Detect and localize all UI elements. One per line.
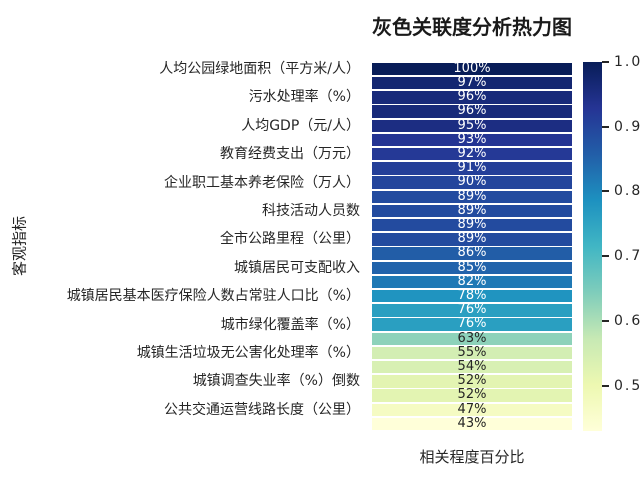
heatmap-cell	[372, 261, 572, 274]
y-tick-label: 企业职工基本养老保险（万人）	[164, 174, 360, 191]
heatmap-cell	[372, 176, 572, 189]
cell-annotation: 96%	[457, 89, 487, 105]
heatmap-cell	[372, 403, 572, 416]
cell-annotation: 52%	[457, 387, 487, 403]
cell-annotation: 89%	[457, 231, 487, 247]
heatmap-cell	[372, 318, 572, 331]
heatmap-cell	[372, 133, 572, 147]
colorbar-tick-mark	[602, 384, 609, 387]
heatmap-cell	[372, 219, 572, 232]
heatmap-cell	[372, 346, 572, 360]
heatmap-cell	[372, 304, 572, 317]
cell-annotation: 89%	[457, 202, 487, 218]
y-tick-label: 公共交通运营线路长度（公里）	[164, 401, 360, 418]
heatmap-cell	[372, 105, 572, 118]
heatmap-cell	[372, 204, 572, 218]
heatmap-cell	[372, 389, 572, 402]
colorbar-tick-label: 0.7	[614, 248, 640, 265]
heatmap-cell	[372, 360, 572, 374]
cell-annotation: 78%	[457, 287, 487, 303]
heatmap-cell	[372, 233, 572, 246]
y-tick-label: 城市绿化覆盖率（%）	[220, 316, 360, 333]
cell-annotation: 100%	[453, 60, 491, 76]
cell-annotation: 76%	[457, 302, 487, 318]
cell-annotation: 91%	[457, 160, 487, 176]
colorbar-tick-label: 0.8	[614, 183, 640, 200]
heatmap-cell	[372, 289, 572, 303]
heatmap-cell	[372, 148, 572, 161]
heatmap-cell	[372, 375, 572, 388]
colorbar-tick-mark	[602, 319, 609, 322]
y-tick-label: 城镇调查失业率（%）倒数	[192, 373, 360, 390]
y-tick-label: 全市公路里程（公里）	[220, 231, 360, 248]
y-tick-label: 城镇居民可支配收入	[234, 259, 360, 276]
heatmap-cell	[372, 190, 572, 204]
cell-annotation: 97%	[457, 75, 487, 91]
colorbar-tick-mark	[602, 125, 609, 128]
heatmap-cell	[372, 275, 572, 289]
cell-annotation: 76%	[457, 316, 487, 332]
cell-annotation: 82%	[457, 273, 487, 289]
heatmap-cell	[372, 77, 572, 90]
heatmap-cell	[372, 119, 572, 133]
cell-annotation: 54%	[457, 358, 487, 374]
cell-annotation: 89%	[457, 188, 487, 204]
cell-annotation: 43%	[457, 415, 487, 431]
y-tick-label: 污水处理率（%）	[248, 89, 360, 106]
cell-annotation: 85%	[457, 259, 487, 275]
cell-annotation: 55%	[457, 344, 487, 360]
y-tick-label: 人均GDP（元/人）	[241, 117, 360, 134]
cell-annotation: 63%	[457, 330, 487, 346]
heatmap-cell	[372, 91, 572, 104]
cell-annotation: 95%	[457, 117, 487, 133]
colorbar-tick-label: 0.6	[614, 312, 640, 329]
y-tick-label: 科技活动人员数	[262, 203, 360, 220]
colorbar-tick-label: 0.9	[614, 118, 640, 135]
heatmap-cell	[372, 417, 572, 431]
y-tick-label: 人均公园绿地面积（平方米/人）	[159, 61, 360, 78]
heatmap-cell	[372, 332, 572, 345]
cell-annotation: 89%	[457, 217, 487, 232]
colorbar-tick-label: 0.5	[614, 377, 640, 394]
colorbar-tick-label: 1.0	[614, 54, 640, 70]
colorbar-tick-mark	[602, 61, 609, 63]
colorbar	[583, 62, 602, 431]
heatmap-cell	[372, 247, 572, 260]
cell-annotation: 52%	[457, 373, 487, 389]
heatmap-cell	[372, 62, 572, 76]
cell-annotation: 96%	[457, 103, 487, 119]
colorbar-tick-mark	[602, 255, 609, 258]
cell-annotation: 90%	[457, 174, 487, 190]
cell-annotation: 93%	[457, 131, 487, 147]
y-tick-label: 城镇生活垃圾无公害化处理率（%）	[136, 344, 360, 361]
y-tick-label: 教育经费支出（万元）	[220, 146, 360, 163]
heatmap-cell	[372, 162, 572, 175]
y-tick-label: 城镇居民基本医疗保险人数占常驻人口比（%）	[66, 288, 360, 305]
cell-annotation: 47%	[457, 401, 487, 417]
chart-title: 灰色关联度分析热力图	[372, 15, 572, 39]
x-axis-label: 相关程度百分比	[419, 448, 525, 466]
heatmap-plot: 100% 97% 96% 96% 95% 93% 92% 91% 90% 89% 89% 89% 89%…	[372, 62, 572, 431]
cell-annotation: 86%	[457, 245, 487, 261]
colorbar-tick-mark	[602, 190, 609, 193]
cell-annotation: 92%	[457, 146, 487, 162]
